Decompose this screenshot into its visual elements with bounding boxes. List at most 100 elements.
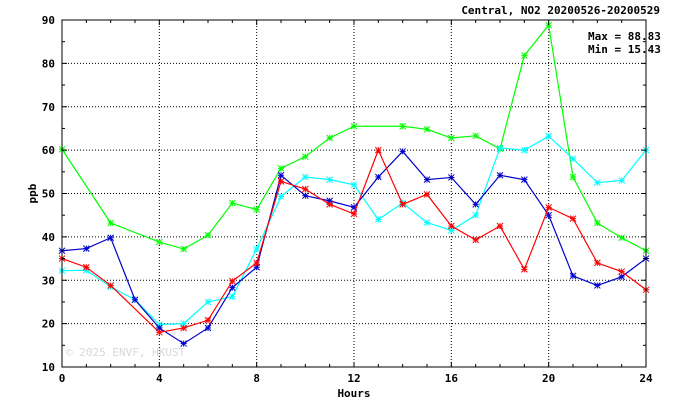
data-point: [82, 245, 90, 252]
y-tick-label: 60: [42, 144, 55, 157]
series-group: [58, 21, 650, 347]
x-tick-label: 12: [347, 372, 360, 385]
data-point: [520, 266, 528, 273]
data-point: [204, 231, 212, 239]
data-point: [618, 177, 626, 184]
data-point: [180, 324, 188, 332]
grid: [62, 20, 646, 367]
data-point: [399, 122, 407, 130]
data-point: [618, 273, 626, 281]
y-tick-label: 30: [42, 274, 55, 287]
data-point: [472, 211, 480, 219]
y-tick-label: 70: [42, 101, 55, 114]
y-tick-label: 50: [42, 188, 55, 201]
data-point: [82, 263, 90, 271]
data-point: [423, 176, 431, 183]
data-point: [204, 298, 212, 306]
data-point: [180, 340, 188, 347]
data-point: [423, 125, 431, 133]
x-axis-label: Hours: [337, 387, 370, 400]
data-point: [447, 222, 455, 230]
data-point: [228, 277, 236, 285]
data-point: [520, 176, 528, 183]
y-tick-label: 10: [42, 361, 55, 374]
data-point: [253, 206, 261, 213]
data-point: [545, 211, 553, 219]
data-point: [569, 272, 577, 280]
data-point: [228, 293, 236, 301]
data-point: [520, 52, 528, 59]
data-point: [301, 192, 309, 200]
data-point: [204, 324, 212, 332]
data-point: [545, 204, 553, 211]
x-tick-label: 20: [542, 372, 555, 385]
data-point: [496, 222, 504, 230]
data-point: [447, 134, 455, 142]
data-point: [496, 144, 504, 152]
data-point: [593, 219, 601, 227]
chart-title: Central, NO2 20200526-20200529: [461, 4, 660, 17]
data-point: [447, 174, 455, 181]
data-point: [107, 234, 115, 242]
y-tick-label: 20: [42, 318, 55, 331]
data-point: [423, 219, 431, 226]
data-point: [277, 178, 285, 185]
data-point: [569, 155, 577, 163]
data-point: [253, 259, 261, 267]
data-point: [326, 134, 334, 142]
stats-box: Max = 88.83 Min = 15.43: [588, 30, 661, 56]
data-point: [107, 282, 115, 289]
data-point: [301, 153, 309, 160]
data-point: [520, 146, 528, 154]
data-point: [472, 132, 480, 140]
data-point: [472, 200, 480, 208]
data-point: [399, 148, 407, 155]
data-point: [155, 328, 163, 336]
x-tick-label: 16: [445, 372, 459, 385]
data-point: [374, 216, 382, 223]
watermark: © 2025 ENVF, HKUST: [66, 346, 186, 359]
data-point: [472, 236, 480, 244]
x-tick-label: 4: [156, 372, 163, 385]
stats-max: Max = 88.83: [588, 30, 661, 43]
data-point: [569, 173, 577, 181]
series-line-1: [61, 23, 647, 252]
data-point: [301, 173, 309, 181]
stats-min: Min = 15.43: [588, 43, 661, 56]
data-point: [618, 268, 626, 275]
data-point: [180, 245, 188, 253]
data-point: [326, 176, 334, 183]
data-point: [350, 210, 358, 218]
ticks: 0 4 8 12 16 20 24 10 20 30 40 50 60 70 80 90: [42, 14, 653, 385]
data-point: [277, 193, 285, 200]
data-point: [374, 146, 382, 154]
data-point: [593, 179, 601, 187]
data-point: [155, 238, 163, 246]
data-point: [131, 296, 139, 304]
series-line-4: [61, 148, 647, 333]
data-point: [253, 245, 261, 253]
y-tick-label: 90: [42, 14, 55, 27]
data-point: [593, 282, 601, 289]
data-point: [301, 185, 309, 193]
y-axis-label: ppb: [26, 183, 39, 203]
data-point: [399, 200, 407, 208]
data-point: [374, 173, 382, 181]
x-tick-label: 8: [253, 372, 260, 385]
y-tick-label: 40: [42, 231, 55, 244]
data-point: [326, 200, 334, 208]
data-point: [228, 199, 236, 207]
data-point: [618, 234, 626, 242]
x-tick-label: 0: [59, 372, 66, 385]
data-point: [423, 191, 431, 198]
data-point: [350, 122, 358, 130]
data-point: [593, 259, 601, 267]
data-point: [204, 316, 212, 324]
data-point: [545, 132, 553, 140]
data-point: [569, 215, 577, 223]
data-point: [107, 219, 115, 227]
x-tick-label: 24: [639, 372, 653, 385]
data-point: [277, 171, 285, 179]
y-tick-label: 80: [42, 57, 55, 70]
